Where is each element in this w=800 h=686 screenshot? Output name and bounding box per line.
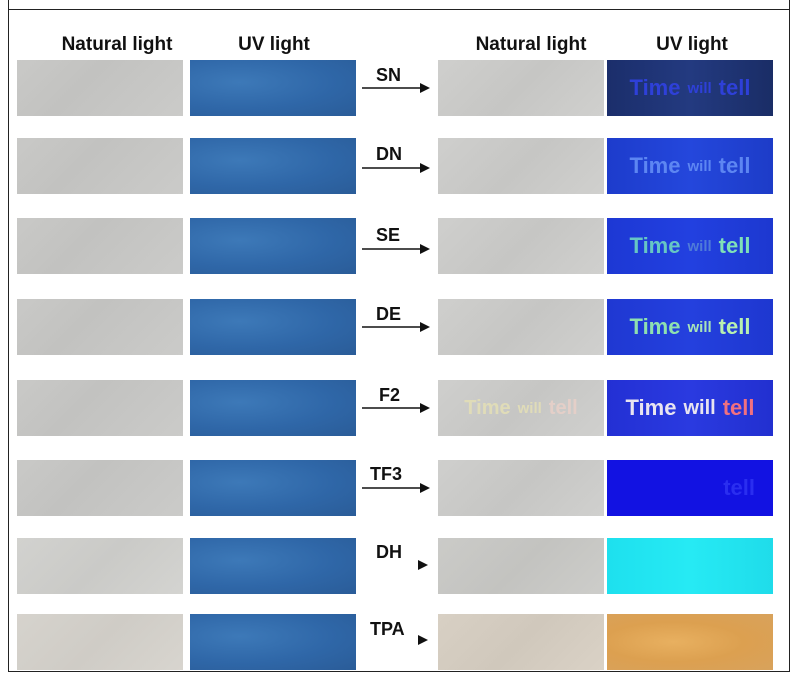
row-se-label: SE (376, 225, 401, 245)
row-tf3-natural-before (17, 460, 183, 516)
row-dh-uv-before (190, 538, 356, 594)
row-sn-arrow (362, 83, 430, 93)
row-se-uv-text: Time will tell (629, 233, 751, 258)
row-se-uv-before (190, 218, 356, 274)
header-left-natural: Natural light (61, 34, 173, 55)
row-tpa-uv-after (607, 614, 773, 670)
row-f2-uv-text: Time will tell (625, 395, 755, 420)
row-dh-uv-after (607, 538, 773, 594)
row-f2-uv-before (190, 380, 356, 436)
row-sn-natural-before (17, 60, 183, 116)
row-de-natural-before (17, 299, 183, 355)
row-tf3-uv-after: tell (607, 460, 773, 516)
row-de-uv-after: Time will tell (607, 299, 773, 355)
row-f2-label: F2 (379, 385, 401, 405)
row-sn-uv-after: Time will tell (607, 60, 773, 116)
row-tf3-uv-before (190, 460, 356, 516)
row-tpa-natural-after (438, 614, 604, 670)
row-tf3-label: TF3 (370, 464, 403, 484)
row-dn-label: DN (376, 144, 402, 164)
row-tf3-uv-text: tell (723, 475, 755, 500)
row-se-natural-before (17, 218, 183, 274)
row-dn-natural-after (438, 138, 604, 194)
row-de-uv-text: Time will tell (629, 314, 751, 339)
header-left-uv: UV light (238, 34, 310, 55)
row-dn-uv-after: Time will tell (607, 138, 773, 194)
row-dh-natural-before (17, 538, 183, 594)
top-border (8, 0, 790, 10)
row-tf3-arrow (362, 483, 430, 493)
row-de-label: DE (376, 304, 402, 324)
row-se-uv-after: Time will tell (607, 218, 773, 274)
row-dn-arrow (362, 163, 430, 173)
row-dh-natural-after (438, 538, 604, 594)
row-dh-label: DH (376, 542, 402, 562)
header-right-natural: Natural light (475, 34, 587, 55)
row-f2-natural-text: Time will tell (464, 396, 578, 419)
row-dn-uv-text: Time will tell (629, 153, 751, 178)
row-dn-uv-before (190, 138, 356, 194)
row-sn-natural-after (438, 60, 604, 116)
row-de-arrow (362, 322, 430, 332)
row-sn-uv-before (190, 60, 356, 116)
row-f2-natural-after: Time will tell (438, 380, 604, 436)
header-right-uv: UV light (656, 34, 728, 55)
row-tf3-natural-after (438, 460, 604, 516)
figure-frame (8, 0, 790, 672)
row-tpa-label: TPA (370, 619, 405, 639)
row-de-uv-before (190, 299, 356, 355)
row-sn-label: SN (376, 65, 402, 85)
row-se-arrow (362, 244, 430, 254)
row-tpa-natural-before (17, 614, 183, 670)
row-f2-natural-before (17, 380, 183, 436)
row-f2-arrow (362, 403, 430, 413)
row-dn-natural-before (17, 138, 183, 194)
row-f2-uv-after: Time will tell (607, 380, 773, 436)
row-tpa-uv-before (190, 614, 356, 670)
row-sn-uv-text: Time will tell (629, 75, 751, 100)
row-tpa-arrow (418, 635, 428, 645)
row-se-natural-after (438, 218, 604, 274)
row-dh-arrow (418, 560, 428, 570)
row-de-natural-after (438, 299, 604, 355)
